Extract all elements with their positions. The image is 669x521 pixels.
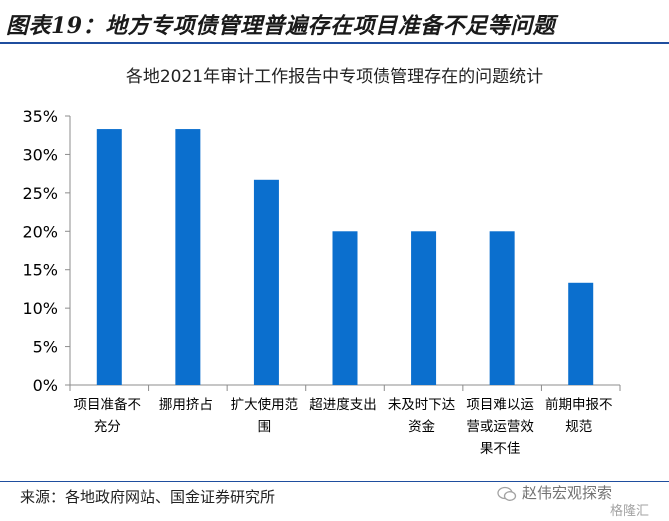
x-tick-label: 营或运营效 <box>466 419 534 435</box>
x-tick-label: 资金 <box>408 419 435 435</box>
bar <box>568 282 594 385</box>
y-tick-label: 25% <box>22 184 58 203</box>
x-tick-label: 围 <box>258 419 272 435</box>
y-tick-label: 35% <box>22 107 58 126</box>
x-tick-label: 扩大使用范 <box>231 396 299 413</box>
watermark-text: 赵伟宏观探索 <box>522 484 613 502</box>
x-tick-label: 项目准备不 <box>74 396 142 413</box>
bar <box>332 231 358 385</box>
watermark-sub: 格隆汇 <box>610 504 650 519</box>
y-tick-label: 30% <box>22 145 58 164</box>
x-tick-label: 项目难以运 <box>466 397 534 413</box>
bar <box>489 231 515 385</box>
x-tick-label: 规范 <box>565 419 592 435</box>
x-tick-label: 超进度支出 <box>309 397 377 413</box>
wechat-icon <box>497 486 517 501</box>
figure-title: 图表19：地方专项债管理普遍存在项目准备不足等问题 <box>6 13 556 39</box>
footer-divider <box>0 481 669 482</box>
y-tick-label: 10% <box>22 299 58 318</box>
x-tick-label: 充分 <box>94 419 121 435</box>
bar <box>96 129 122 385</box>
x-tick-label: 挪用挤占 <box>159 397 213 413</box>
source-note: 来源：各地政府网站、国金证券研究所 <box>20 488 276 506</box>
x-tick-label: 果不佳 <box>480 441 521 457</box>
bar <box>175 129 201 385</box>
chart-title: 各地2021年审计工作报告中专项债管理存在的问题统计 <box>125 67 544 87</box>
bar <box>253 179 279 385</box>
y-tick-label: 20% <box>22 222 58 241</box>
bar <box>411 231 437 385</box>
x-tick-label: 未及时下达 <box>388 397 456 413</box>
y-tick-label: 0% <box>33 376 58 395</box>
y-tick-label: 5% <box>33 338 58 357</box>
header-divider <box>0 42 669 44</box>
x-tick-label: 前期申报不 <box>545 396 613 413</box>
y-tick-label: 15% <box>22 261 58 280</box>
report-header: 图表19：地方专项债管理普遍存在项目准备不足等问题 <box>0 0 669 42</box>
